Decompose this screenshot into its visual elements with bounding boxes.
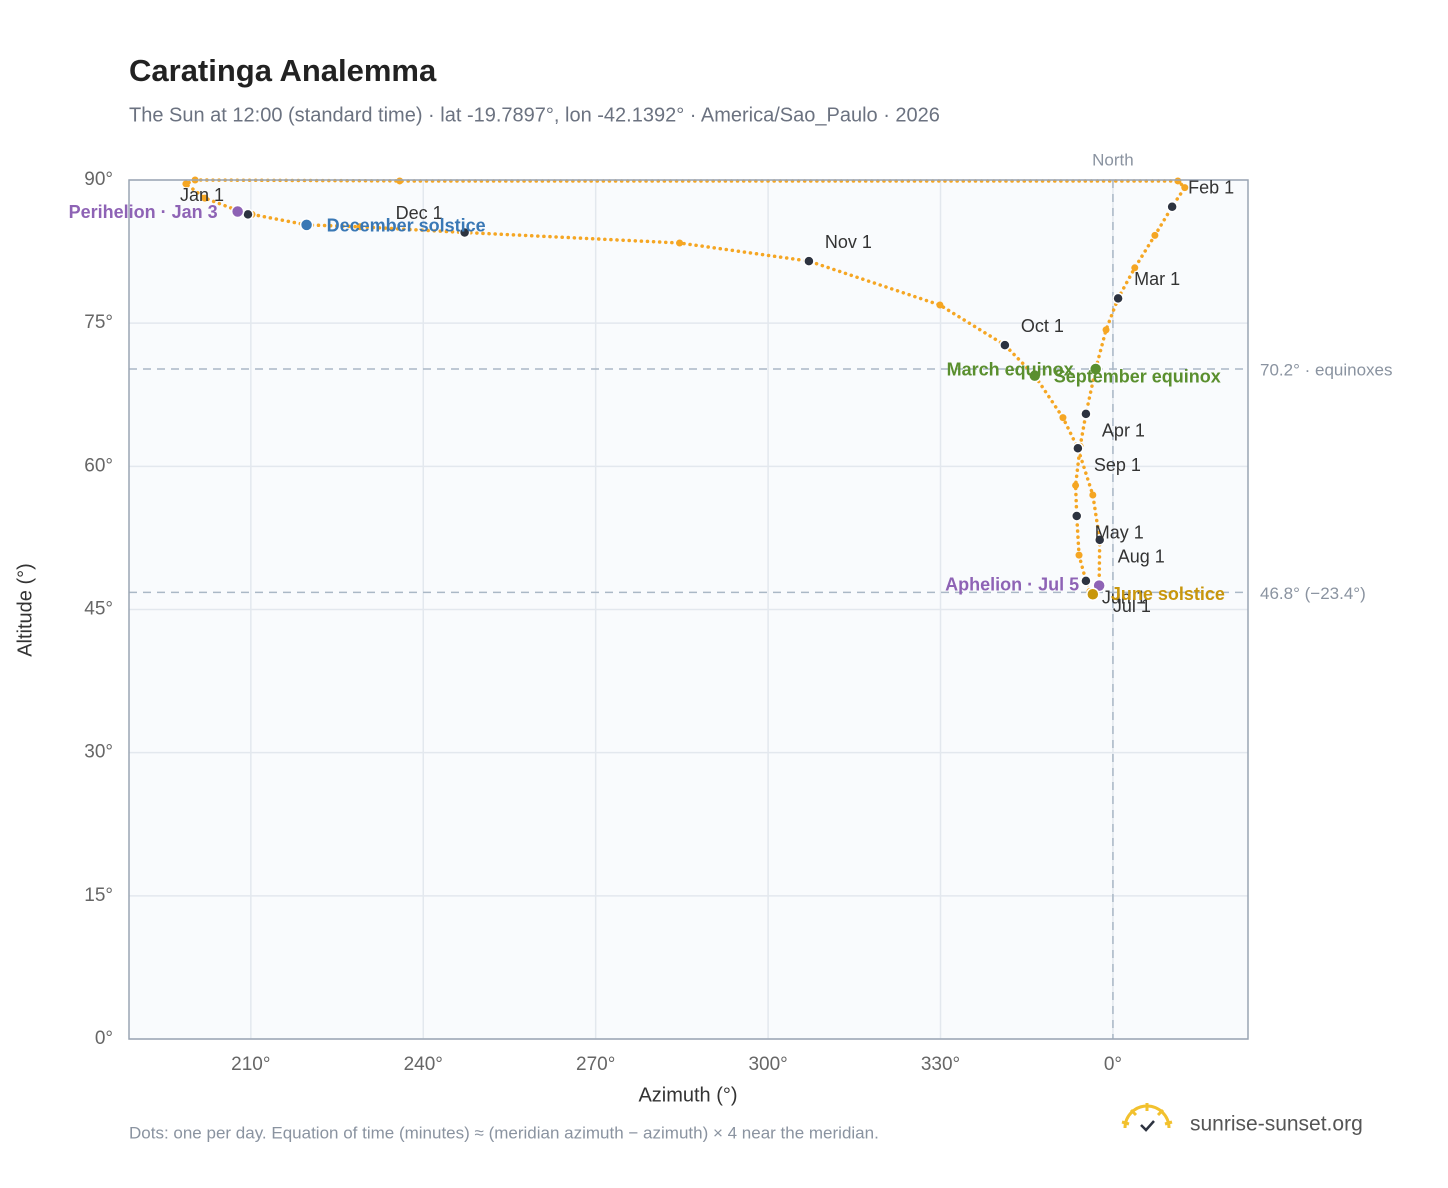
day-dot — [182, 180, 190, 188]
event-label: September equinox — [1054, 366, 1221, 386]
plot-frame — [128, 179, 1249, 1040]
event-label: Perihelion · Jan 3 — [69, 202, 218, 222]
day-dot — [201, 194, 209, 202]
day-dot — [1075, 551, 1083, 559]
brand-name: sunrise-sunset.org — [1190, 1113, 1363, 1136]
month-dot — [1080, 408, 1092, 420]
x-tick-label: 330° — [921, 1054, 960, 1075]
month-dot — [1112, 292, 1124, 305]
day-dot — [1174, 177, 1182, 185]
month-label: Mar 1 — [1134, 269, 1180, 289]
day-dot — [1181, 184, 1189, 192]
y-tick-label: 60° — [84, 455, 113, 476]
month-label: Feb 1 — [1188, 177, 1234, 197]
day-dot — [1102, 326, 1110, 334]
y-tick-label: 15° — [84, 885, 113, 906]
month-dot — [1072, 442, 1084, 454]
month-label: Aug 1 — [1118, 547, 1165, 567]
reference-label: 46.8° (−23.4°) — [1260, 584, 1366, 603]
month-label: Oct 1 — [1021, 316, 1064, 336]
day-dot — [356, 223, 364, 231]
reference-label: 70.2° · equinoxes — [1260, 360, 1393, 379]
month-dot — [999, 339, 1011, 351]
day-dot — [1059, 414, 1067, 422]
month-label: Nov 1 — [825, 232, 872, 252]
chart-subtitle: The Sun at 12:00 (standard time) · lat -… — [129, 104, 940, 126]
y-tick-label: 0° — [95, 1028, 113, 1049]
day-dot — [936, 301, 944, 309]
month-label: Jun 1 — [1102, 588, 1146, 608]
plot-layer — [129, 176, 1248, 1040]
x-axis-label: Azimuth (°) — [638, 1084, 737, 1106]
day-dot — [1151, 231, 1159, 239]
event-dot — [299, 218, 314, 232]
meridian-label: North — [1092, 150, 1134, 169]
month-label: Sep 1 — [1094, 455, 1141, 475]
month-label: Jan 1 — [180, 185, 224, 205]
event-dot — [1086, 587, 1100, 601]
day-dot — [1072, 481, 1080, 489]
logo-check — [1140, 1120, 1155, 1132]
month-dot — [803, 255, 815, 267]
event-dot — [1028, 368, 1042, 383]
x-tick-label: 0° — [1104, 1054, 1122, 1075]
day-dot — [676, 239, 684, 247]
y-tick-label: 45° — [84, 599, 113, 620]
chart-title: Caratinga Analemma — [129, 53, 437, 88]
day-dot — [1131, 264, 1139, 272]
month-dot — [458, 226, 471, 239]
logo-ray — [1121, 1120, 1130, 1126]
event-dot — [230, 204, 245, 219]
logo-ray — [1156, 1108, 1165, 1117]
footnote: Dots: one per day. Equation of time (min… — [129, 1123, 879, 1142]
brand-logo — [1121, 1103, 1173, 1132]
event-label: June solstice — [1111, 584, 1225, 604]
x-tick-label: 210° — [231, 1054, 270, 1075]
x-tick-label: 240° — [404, 1054, 443, 1075]
x-tick-label: 270° — [576, 1054, 615, 1075]
event-label: December solstice — [327, 216, 486, 236]
month-label: Dec 1 — [396, 203, 443, 223]
logo-ray — [1129, 1108, 1138, 1117]
month-dot — [1166, 200, 1178, 213]
event-label: Aphelion · Jul 5 — [945, 574, 1079, 594]
y-tick-label: 90° — [84, 169, 113, 190]
month-label: May 1 — [1095, 523, 1144, 543]
month-dot — [1070, 510, 1083, 522]
month-label: Jul 1 — [1113, 596, 1151, 616]
month-dot — [1080, 575, 1092, 587]
y-tick-label: 75° — [84, 312, 113, 333]
day-dot — [396, 177, 404, 185]
month-label: Apr 1 — [1102, 421, 1145, 441]
month-dot — [242, 208, 254, 221]
y-axis-label: Altitude (°) — [14, 563, 36, 657]
event-dot — [1088, 362, 1103, 376]
y-tick-label: 30° — [84, 742, 113, 763]
month-dot — [1093, 534, 1106, 546]
event-label: March equinox — [947, 360, 1074, 380]
day-dot — [1089, 491, 1097, 499]
x-tick-label: 300° — [748, 1054, 787, 1075]
logo-ray — [1164, 1120, 1173, 1126]
